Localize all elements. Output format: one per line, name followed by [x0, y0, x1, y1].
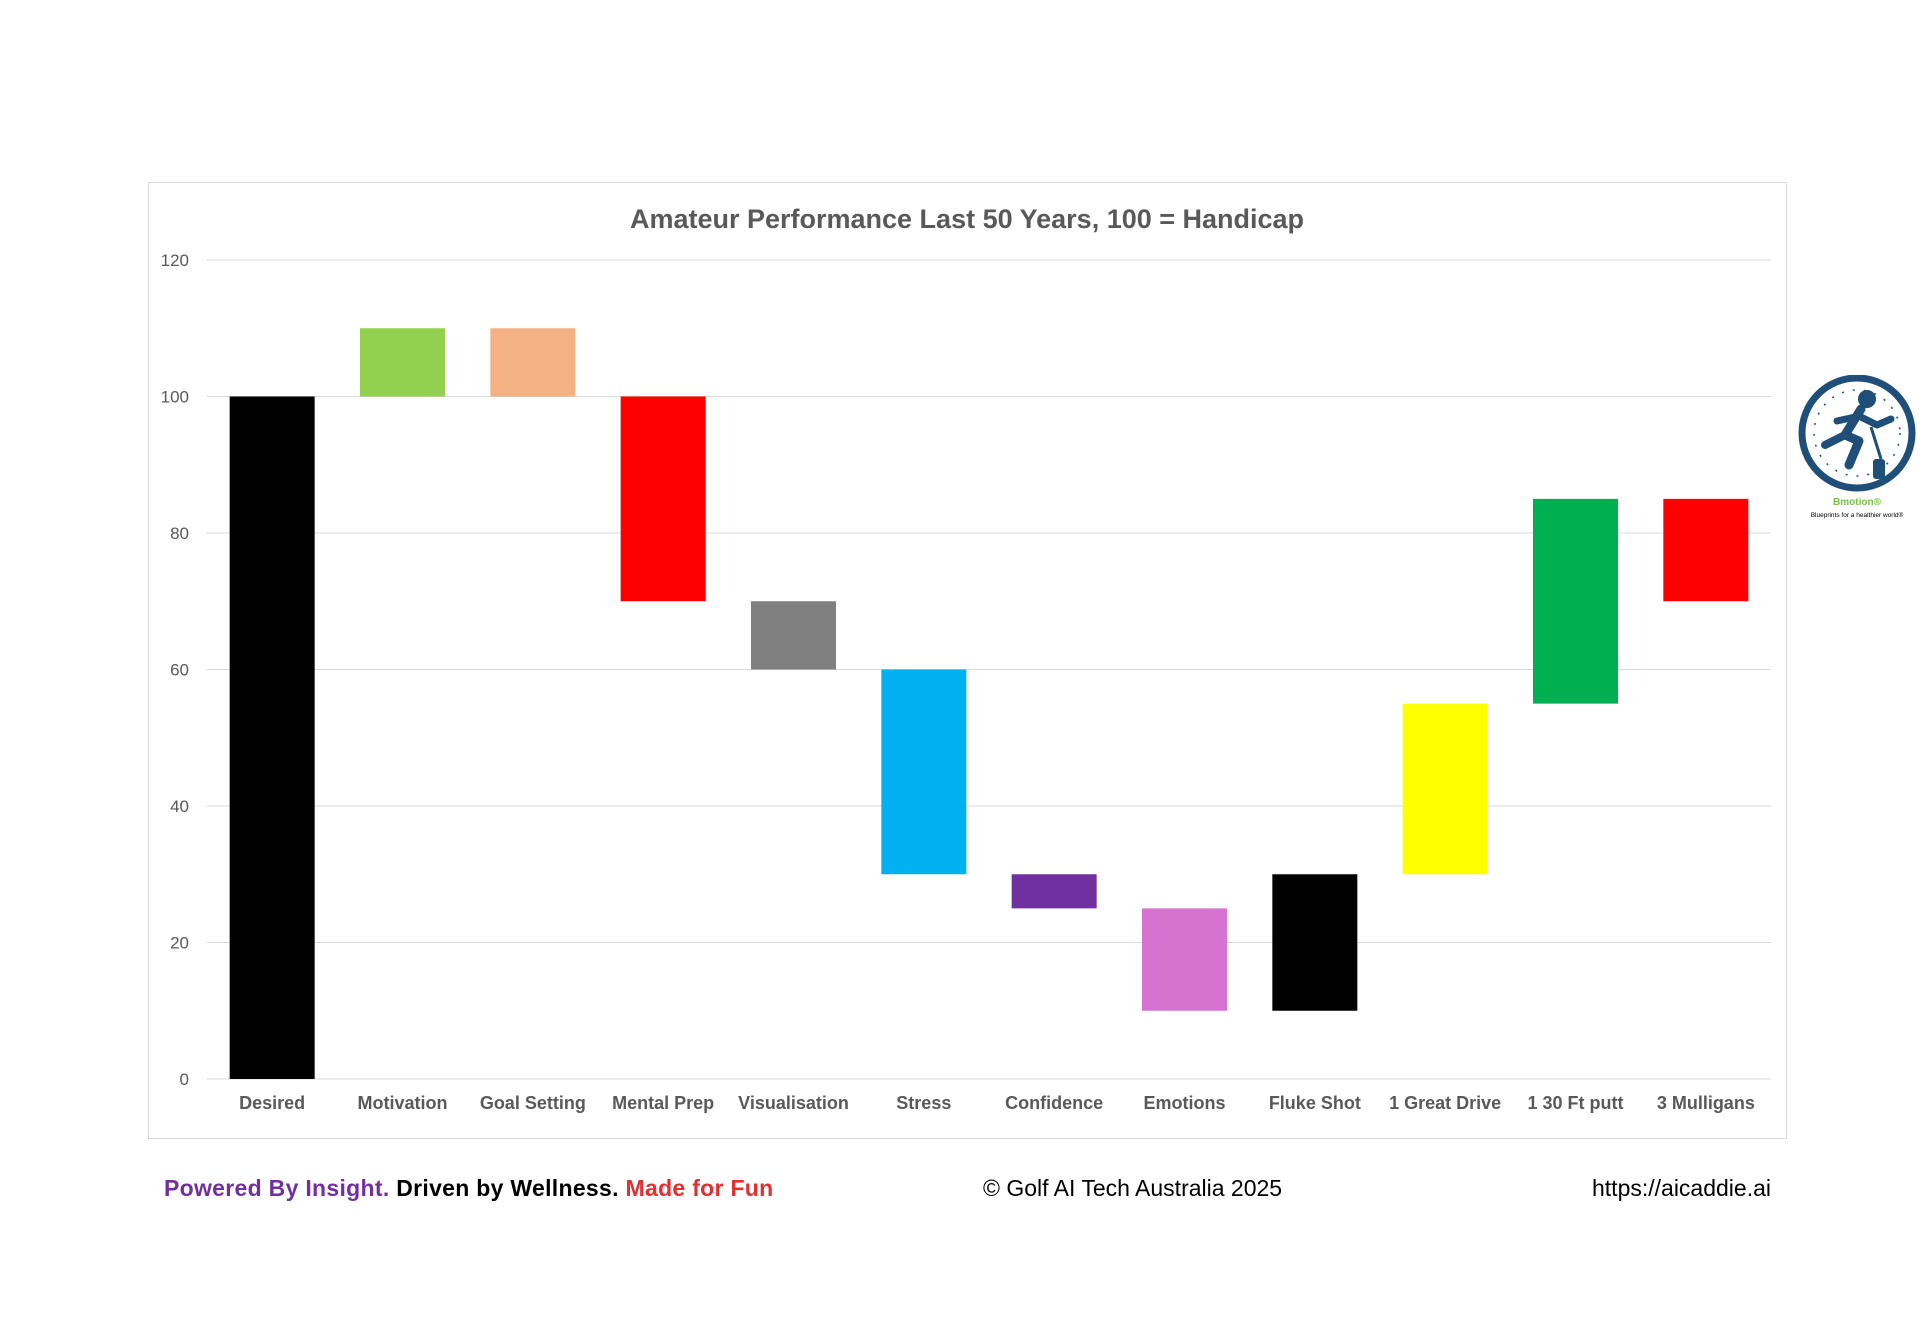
bar-visualisation — [751, 601, 836, 670]
bar-emotions — [1142, 908, 1227, 1011]
bar-3-mulligans — [1663, 498, 1749, 602]
x-category-label: 3 Mulligans — [1657, 1093, 1755, 1113]
logo-tagline: Blueprints for a healthier world® — [1811, 511, 1904, 519]
footer-tagline: Powered By Insight. Driven by Wellness. … — [164, 1175, 774, 1202]
x-category-label: Mental Prep — [612, 1093, 714, 1113]
footer-tagline-fun: Made for Fun — [625, 1175, 774, 1201]
y-tick-label: 40 — [170, 797, 189, 816]
gridlines — [207, 259, 1771, 1080]
bar-1-great-drive — [1402, 703, 1488, 875]
chart-frame: Amateur Performance Last 50 Years, 100 =… — [148, 182, 1916, 1139]
bmotion-logo: Bmotion® Blueprints for a healthier worl… — [1797, 374, 1917, 525]
y-axis-tick-labels: 0 20 40 60 80 100 120 — [161, 251, 189, 1089]
bar-stress — [881, 669, 967, 875]
bar-goal-setting — [490, 328, 576, 397]
bar-desired — [229, 396, 315, 1079]
waterfall-chart: Amateur Performance Last 50 Years, 100 =… — [161, 204, 1771, 1113]
bar-motivation — [360, 328, 445, 397]
x-axis-category-labels: Desired Motivation Goal Setting Mental Prep… — [239, 1093, 1755, 1113]
x-category-label: Motivation — [358, 1093, 448, 1113]
bar-1-30-ft-putt — [1533, 498, 1618, 704]
y-tick-label: 100 — [161, 388, 189, 407]
chart-title: Amateur Performance Last 50 Years, 100 =… — [630, 204, 1304, 234]
x-category-label: Desired — [239, 1093, 305, 1113]
bar-mental-prep — [620, 396, 706, 602]
x-category-label: 1 Great Drive — [1389, 1093, 1501, 1113]
footer-url-link[interactable]: https://aicaddie.ai — [1592, 1175, 1772, 1201]
footer-tagline-insight: Powered By Insight. — [164, 1175, 390, 1201]
bars — [229, 328, 1749, 1079]
y-tick-label: 80 — [170, 524, 189, 543]
bar-fluke-shot — [1272, 874, 1358, 1011]
x-category-label: Goal Setting — [480, 1093, 586, 1113]
logo-brand: Bmotion® — [1833, 497, 1882, 508]
footer-copyright: © Golf AI Tech Australia 2025 — [983, 1175, 1283, 1201]
x-category-label: Stress — [896, 1093, 951, 1113]
y-tick-label: 120 — [161, 251, 189, 270]
y-tick-label: 60 — [170, 661, 189, 680]
y-tick-label: 20 — [170, 934, 189, 953]
running-figure-clock-icon: Bmotion® Blueprints for a healthier worl… — [1798, 374, 1916, 519]
x-category-label: 1 30 Ft putt — [1527, 1093, 1623, 1113]
footer-tagline-wellness: Driven by Wellness. — [396, 1175, 619, 1201]
x-category-label: Emotions — [1143, 1093, 1225, 1113]
bar-confidence — [1011, 874, 1097, 909]
x-category-label: Fluke Shot — [1269, 1093, 1361, 1113]
x-category-label: Confidence — [1005, 1093, 1103, 1113]
x-category-label: Visualisation — [738, 1093, 849, 1113]
y-tick-label: 0 — [180, 1070, 189, 1089]
